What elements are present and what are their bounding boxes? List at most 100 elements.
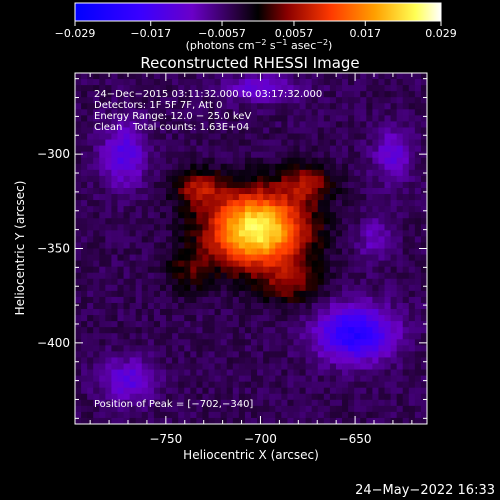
heatmap-cell <box>293 375 300 383</box>
heatmap-cell <box>111 230 118 237</box>
heatmap-cell <box>269 315 276 322</box>
heatmap-cell <box>99 248 106 255</box>
heatmap-cell <box>87 236 94 243</box>
heatmap-cell <box>323 363 331 370</box>
heatmap-cell <box>93 200 100 207</box>
heatmap-cell <box>75 145 82 153</box>
heatmap-cell <box>311 309 319 316</box>
heatmap-cell <box>123 200 131 207</box>
heatmap-cell <box>275 345 282 352</box>
heatmap-cell <box>141 79 149 86</box>
heatmap-cell <box>184 351 191 358</box>
heatmap-cell <box>226 321 234 328</box>
heatmap-cell <box>123 212 131 219</box>
heatmap-cell <box>360 399 367 407</box>
heatmap-cell <box>190 333 197 340</box>
heatmap-cell <box>105 236 112 243</box>
heatmap-cell <box>184 194 191 201</box>
heatmap-cell <box>257 266 264 274</box>
heatmap-cell <box>323 333 331 340</box>
heatmap-cell <box>329 139 337 147</box>
heatmap-cell <box>323 236 331 243</box>
heatmap-cell <box>135 97 143 104</box>
heatmap-cell <box>378 302 385 310</box>
heatmap-cell <box>99 139 106 147</box>
heatmap-cell <box>220 369 228 376</box>
heatmap-cell <box>269 133 276 140</box>
heatmap-cell <box>281 272 288 280</box>
heatmap-cell <box>360 145 367 153</box>
heatmap-cell <box>238 109 246 116</box>
heatmap-cell <box>87 91 94 98</box>
heatmap-cell <box>390 248 398 255</box>
heatmap-cell <box>190 175 197 183</box>
heatmap-cell <box>317 351 325 358</box>
heatmap-cell <box>75 381 82 389</box>
heatmap-cell <box>105 315 112 322</box>
heatmap-cell <box>99 284 106 292</box>
heatmap-cell <box>414 103 422 110</box>
heatmap-cell <box>372 417 379 425</box>
heatmap-cell <box>196 339 203 346</box>
heatmap-cell <box>238 85 246 92</box>
heatmap-cell <box>408 254 416 261</box>
heatmap-cell <box>166 393 173 401</box>
heatmap-cell <box>99 200 106 207</box>
heatmap-cell <box>420 309 428 316</box>
heatmap-cell <box>93 145 100 153</box>
heatmap-cell <box>311 260 319 268</box>
heatmap-cell <box>105 369 112 376</box>
heatmap-cell <box>269 302 276 310</box>
heatmap-cell <box>159 278 167 286</box>
heatmap-cell <box>281 278 288 286</box>
heatmap-cell <box>202 224 209 231</box>
heatmap-cell <box>202 248 209 255</box>
heatmap-cell <box>420 97 428 104</box>
heatmap-cell <box>348 175 355 183</box>
heatmap-cell <box>87 357 94 364</box>
heatmap-cell <box>87 248 94 255</box>
heatmap-cell <box>414 302 422 310</box>
heatmap-cell <box>390 357 398 364</box>
heatmap-cell <box>287 375 294 383</box>
heatmap-cell <box>166 91 173 98</box>
heatmap-cell <box>208 73 215 80</box>
heatmap-cell <box>251 363 258 370</box>
heatmap-cell <box>93 327 100 334</box>
heatmap-cell <box>299 381 307 389</box>
heatmap-cell <box>190 230 197 237</box>
heatmap-cell <box>238 248 246 255</box>
heatmap-cell <box>153 151 161 159</box>
heatmap-cell <box>384 302 391 310</box>
heatmap-cell <box>414 381 422 389</box>
heatmap-cell <box>232 230 240 237</box>
heatmap-cell <box>81 103 88 110</box>
heatmap-cell <box>232 151 240 159</box>
heatmap-cell <box>390 302 398 310</box>
heatmap-cell <box>93 369 100 376</box>
heatmap-cell <box>220 194 228 201</box>
heatmap-cell <box>117 79 124 86</box>
heatmap-cell <box>281 175 288 183</box>
heatmap-cell <box>159 212 167 219</box>
heatmap-cell <box>408 339 416 346</box>
heatmap-cell <box>420 127 428 134</box>
heatmap-cell <box>287 194 294 201</box>
heatmap-cell <box>275 157 282 165</box>
heatmap-cell <box>378 218 385 225</box>
heatmap-cell <box>244 381 252 389</box>
heatmap-cell <box>335 163 343 171</box>
heatmap-cell <box>348 187 355 195</box>
heatmap-cell <box>184 339 191 346</box>
heatmap-cell <box>226 242 234 249</box>
heatmap-cell <box>123 115 131 122</box>
heatmap-cell <box>257 139 264 147</box>
heatmap-cell <box>257 200 264 207</box>
heatmap-cell <box>226 351 234 358</box>
heatmap-cell <box>396 296 404 304</box>
heatmap-cell <box>354 230 361 237</box>
heatmap-cell <box>354 103 361 110</box>
heatmap-cell <box>317 73 325 80</box>
heatmap-cell <box>196 85 203 92</box>
heatmap-cell <box>311 85 319 92</box>
